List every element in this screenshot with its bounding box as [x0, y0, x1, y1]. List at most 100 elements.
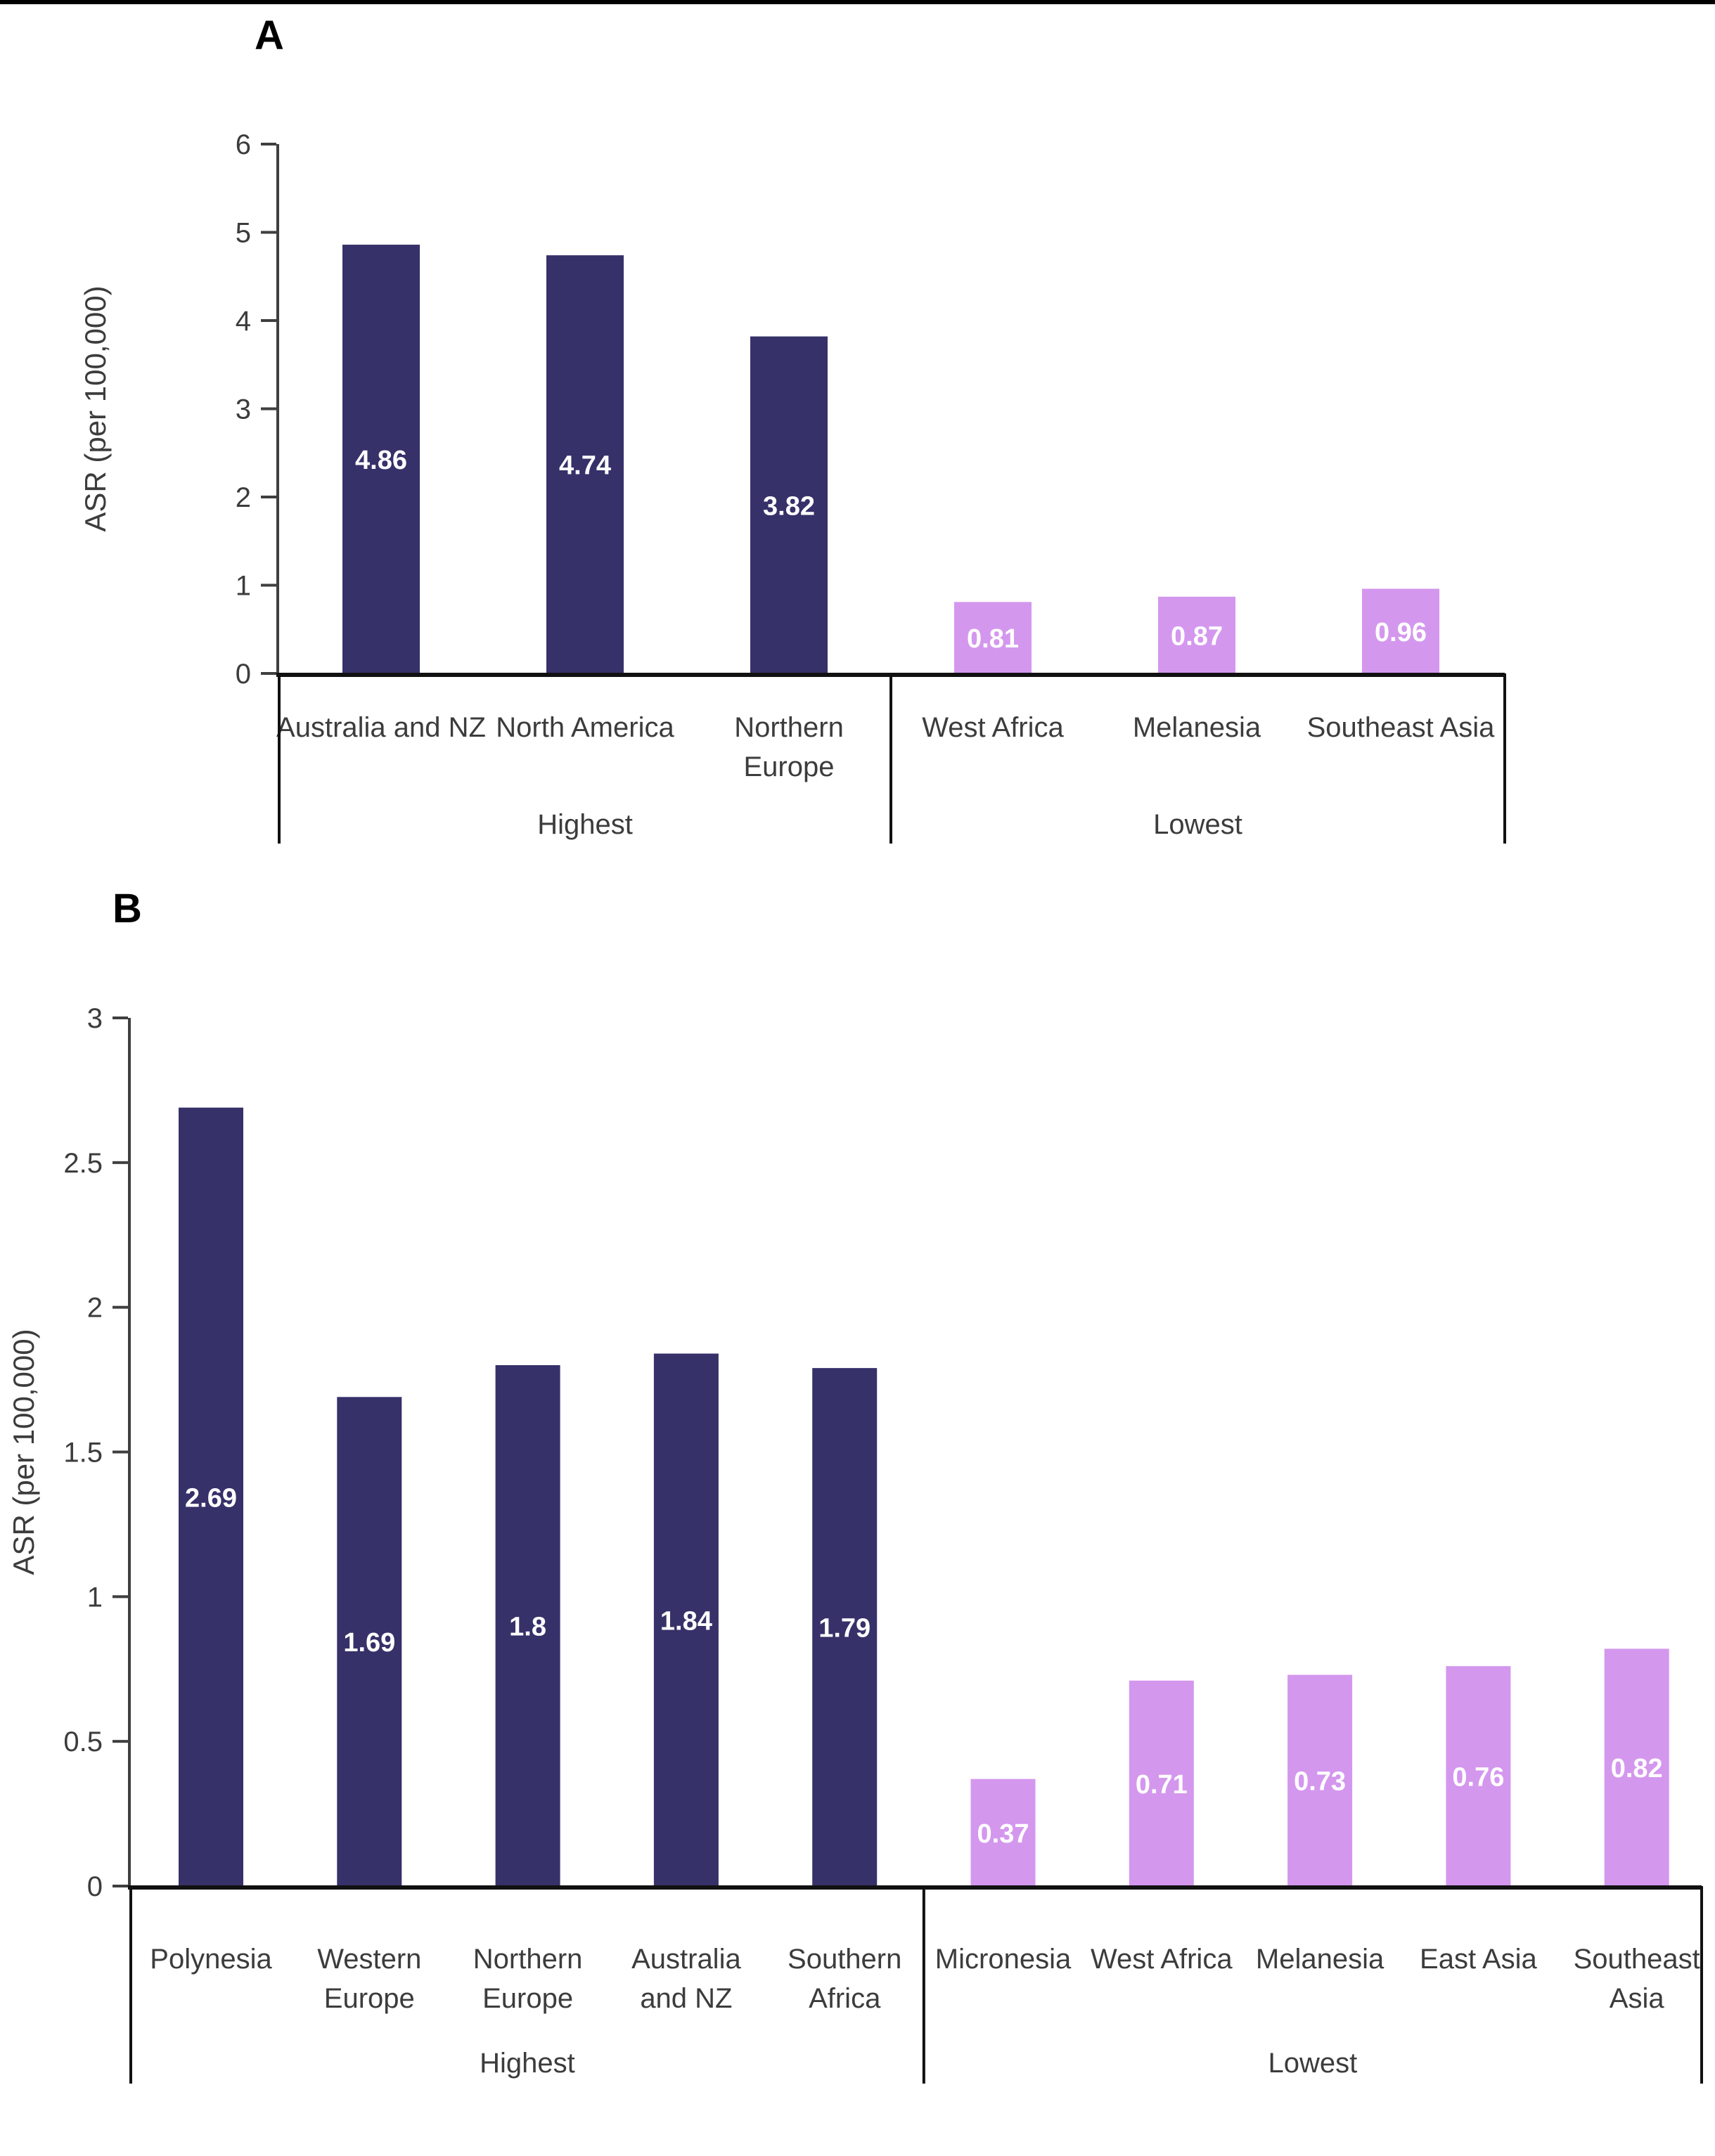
- y-tick-mark: [113, 1595, 128, 1599]
- category-label: Melanesia: [1133, 712, 1261, 743]
- y-axis-title: ASR (per 100,000): [7, 1329, 40, 1575]
- bar: [179, 1107, 243, 1886]
- y-tick-label: 1.5: [63, 1438, 103, 1468]
- bar: [954, 602, 1032, 673]
- y-tick-label: 4: [236, 306, 251, 337]
- x-axis-line: [128, 1885, 1702, 1890]
- y-tick-mark: [261, 583, 276, 587]
- y-axis-line: [276, 144, 279, 673]
- bar: [495, 1365, 560, 1886]
- y-tick-mark: [261, 319, 276, 322]
- y-tick-label: 0: [236, 659, 251, 690]
- bar-value-label: 1.79: [818, 1614, 871, 1644]
- category-label: East Asia: [1420, 1944, 1538, 1975]
- category-label: Northern: [473, 1944, 583, 1975]
- category-label: Southern: [788, 1944, 901, 1975]
- category-label: Europe: [482, 1983, 573, 2014]
- category-label: Europe: [324, 1983, 415, 2014]
- group-label: Lowest: [1268, 2048, 1358, 2079]
- group-border-line: [129, 1886, 132, 2084]
- y-tick-mark: [113, 1305, 128, 1309]
- y-tick-mark: [261, 672, 276, 675]
- y-tick-mark: [261, 231, 276, 234]
- category-label: Africa: [809, 1983, 881, 2014]
- y-tick-mark: [113, 1016, 128, 1019]
- y-tick-label: 1: [87, 1582, 103, 1613]
- bar: [1604, 1648, 1669, 1886]
- category-label: Southeast Asia: [1307, 712, 1496, 743]
- y-tick-mark: [261, 143, 276, 146]
- category-label: West Africa: [922, 712, 1064, 743]
- bar-value-label: 0.37: [977, 1819, 1029, 1849]
- bar: [1129, 1680, 1194, 1886]
- panel-b-label: B: [113, 886, 142, 931]
- bar-value-label: 2.69: [185, 1483, 237, 1513]
- category-label: Asia: [1610, 1983, 1665, 2014]
- category-label: Melanesia: [1256, 1944, 1385, 1975]
- y-tick-mark: [261, 407, 276, 411]
- group-border-line: [1503, 673, 1506, 844]
- group-border-line: [922, 1886, 925, 2084]
- y-tick-label: 0: [87, 1871, 103, 1902]
- bar-value-label: 1.69: [343, 1628, 395, 1658]
- y-tick-mark: [113, 1885, 128, 1887]
- bar-value-label: 4.86: [355, 446, 407, 475]
- bar: [970, 1779, 1036, 1886]
- category-label: Micronesia: [935, 1944, 1072, 1975]
- bar-value-label: 3.82: [763, 491, 815, 521]
- bar: [653, 1353, 719, 1886]
- top-border-strip: [0, 0, 1715, 4]
- group-label: Highest: [480, 2048, 575, 2079]
- group-border-line: [1700, 1886, 1703, 2084]
- bar: [337, 1397, 402, 1886]
- category-label: Australia: [631, 1944, 741, 1975]
- y-tick-label: 1: [236, 571, 251, 602]
- group-border-line: [278, 673, 281, 844]
- bar-value-label: 0.87: [1171, 621, 1223, 651]
- y-tick-mark: [113, 1450, 128, 1454]
- y-tick-mark: [113, 1161, 128, 1164]
- category-label: and NZ: [640, 1983, 732, 2014]
- category-label: Southeast: [1574, 1944, 1700, 1975]
- bar: [1158, 596, 1235, 673]
- category-label: West Africa: [1091, 1944, 1233, 1975]
- y-tick-mark: [113, 1740, 128, 1743]
- bar: [546, 255, 624, 673]
- bar-value-label: 0.71: [1136, 1770, 1188, 1800]
- bar: [1362, 588, 1439, 673]
- y-tick-mark: [261, 496, 276, 498]
- panel-a-label: A: [255, 13, 284, 58]
- bar: [812, 1368, 878, 1886]
- group-border-line: [889, 673, 892, 844]
- category-label: Polynesia: [150, 1944, 272, 1975]
- y-axis-line: [128, 1018, 131, 1886]
- group-label: Lowest: [1153, 809, 1242, 840]
- bar-value-label: 4.74: [559, 451, 611, 481]
- group-label: Highest: [537, 809, 633, 840]
- bar-value-label: 0.73: [1294, 1767, 1346, 1797]
- bar-value-label: 1.8: [509, 1613, 546, 1642]
- y-tick-label: 2: [87, 1293, 103, 1324]
- bar-value-label: 0.76: [1452, 1763, 1504, 1793]
- category-label: North America: [496, 712, 674, 743]
- category-label: Australia and NZ: [276, 712, 486, 743]
- category-label: Europe: [744, 751, 835, 782]
- y-tick-label: 5: [236, 218, 251, 249]
- bar-value-label: 0.82: [1611, 1754, 1663, 1783]
- bar: [342, 245, 420, 673]
- bar-value-label: 0.96: [1375, 618, 1427, 647]
- category-label: Northern: [734, 712, 844, 743]
- y-tick-label: 3: [236, 394, 251, 425]
- y-axis-title: ASR (per 100,000): [79, 285, 112, 531]
- y-tick-label: 0.5: [63, 1726, 103, 1757]
- category-label: Western: [317, 1944, 421, 1975]
- y-tick-label: 3: [87, 1003, 103, 1034]
- bar: [1446, 1666, 1511, 1886]
- y-tick-label: 2: [236, 482, 251, 513]
- bar: [750, 336, 828, 673]
- bar-value-label: 1.84: [660, 1606, 712, 1636]
- y-tick-label: 6: [236, 129, 251, 160]
- bar: [1287, 1674, 1353, 1886]
